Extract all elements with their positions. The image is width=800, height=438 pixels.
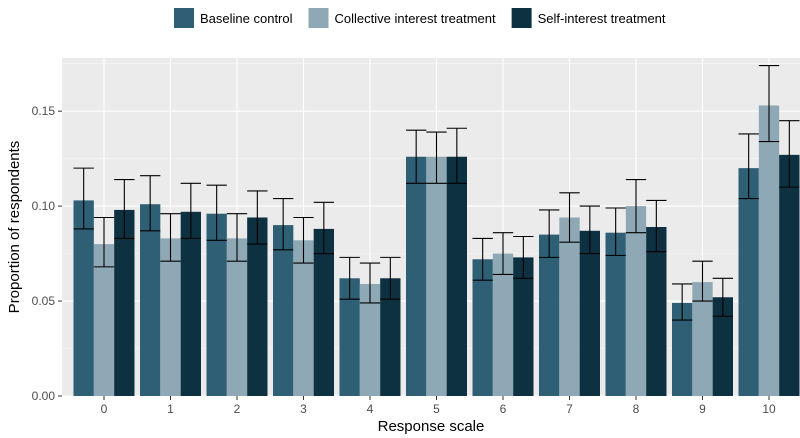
- legend-item: Self-interest treatment: [511, 8, 666, 28]
- bar: [779, 154, 800, 396]
- x-tick-label: 1: [167, 402, 174, 416]
- error-bar: [273, 197, 294, 251]
- bar: [738, 168, 759, 396]
- bar: [380, 278, 401, 396]
- error-bar: [712, 277, 733, 317]
- legend-swatch: [308, 8, 329, 28]
- error-bar: [339, 256, 360, 300]
- error-bar: [539, 209, 560, 258]
- y-tick-label: 0.15: [32, 104, 56, 118]
- error-bar: [579, 205, 600, 255]
- bar: [273, 225, 294, 396]
- error-bar: [160, 213, 181, 262]
- bar: [579, 230, 600, 396]
- error-bar: [226, 213, 248, 262]
- error-bars: [73, 65, 800, 321]
- error-bar: [359, 262, 381, 304]
- bar: [140, 204, 161, 396]
- error-bar: [140, 175, 161, 232]
- error-bar: [313, 201, 334, 255]
- bar: [73, 200, 94, 396]
- bar: [625, 206, 647, 396]
- bar: [539, 234, 560, 396]
- error-bar: [625, 178, 647, 234]
- bar: [180, 211, 201, 396]
- error-bar: [93, 216, 115, 268]
- legend-swatch: [174, 8, 194, 28]
- bar: [93, 244, 115, 396]
- legend-item: Baseline control: [174, 8, 293, 28]
- bar: [160, 238, 181, 396]
- legend-item: Collective interest treatment: [308, 8, 497, 28]
- bar: [313, 228, 334, 396]
- bar: [114, 209, 135, 396]
- x-tick-label: 6: [500, 402, 507, 416]
- legend-swatch: [511, 8, 532, 28]
- bar: [426, 156, 447, 396]
- bars: [73, 105, 800, 396]
- error-bar: [406, 129, 427, 184]
- bar: [758, 105, 780, 396]
- error-bar: [779, 120, 800, 188]
- x-tick-label: 0: [101, 402, 108, 416]
- x-tick-label: 5: [433, 402, 440, 416]
- bar: [206, 213, 227, 396]
- bar: [446, 156, 467, 396]
- error-bar: [180, 182, 201, 239]
- error-bar: [114, 178, 135, 239]
- x-tick-label: 8: [633, 402, 640, 416]
- error-bar: [472, 237, 493, 281]
- error-bar: [692, 260, 713, 302]
- error-bar: [206, 184, 227, 241]
- bar: [646, 227, 667, 396]
- bar: [513, 257, 534, 396]
- bar: [692, 282, 713, 396]
- x-axis-title: Response scale: [378, 418, 485, 435]
- y-tick-label: 0.10: [32, 199, 56, 213]
- y-tick-label: 0.00: [32, 389, 56, 403]
- error-bar: [758, 65, 780, 143]
- x-tick-label: 10: [762, 402, 776, 416]
- error-bar: [426, 131, 447, 184]
- bar: [492, 253, 514, 396]
- y-axis-title: Proportion of respondents: [6, 141, 23, 314]
- error-bar: [672, 283, 693, 321]
- error-bar: [293, 216, 314, 264]
- bar: [226, 238, 248, 396]
- bar: [672, 302, 693, 396]
- bar: [712, 297, 733, 396]
- error-bar: [738, 133, 759, 200]
- bar: [605, 232, 626, 396]
- error-bar: [247, 190, 268, 245]
- x-tick-label: 3: [300, 402, 307, 416]
- error-bar: [73, 167, 94, 230]
- error-bar: [380, 256, 401, 300]
- bar: [247, 217, 268, 396]
- error-bar: [559, 192, 580, 243]
- error-bar: [513, 235, 534, 279]
- y-axis: 0.00 0.05 0.10 0.15: [32, 104, 62, 403]
- legend-label: Baseline control: [200, 11, 293, 26]
- error-bar: [492, 232, 514, 276]
- error-bar: [605, 207, 626, 257]
- error-bar: [446, 127, 467, 184]
- bar: [559, 217, 580, 396]
- bar: [472, 259, 493, 396]
- bar: [293, 240, 314, 396]
- bar: [406, 156, 427, 396]
- x-tick-label: 9: [699, 402, 706, 416]
- x-axis: 0 1 2 3 4 5 6 7 8 9 10: [101, 396, 776, 416]
- legend: Baseline control Collective interest trea…: [174, 8, 666, 28]
- legend-label: Collective interest treatment: [335, 11, 497, 26]
- legend-label: Self-interest treatment: [538, 11, 666, 26]
- error-bar: [646, 199, 667, 253]
- x-tick-label: 2: [234, 402, 241, 416]
- x-tick-label: 4: [367, 402, 374, 416]
- x-tick-label: 7: [566, 402, 573, 416]
- bar: [359, 283, 381, 396]
- y-tick-label: 0.05: [32, 294, 56, 308]
- bar: [339, 278, 360, 396]
